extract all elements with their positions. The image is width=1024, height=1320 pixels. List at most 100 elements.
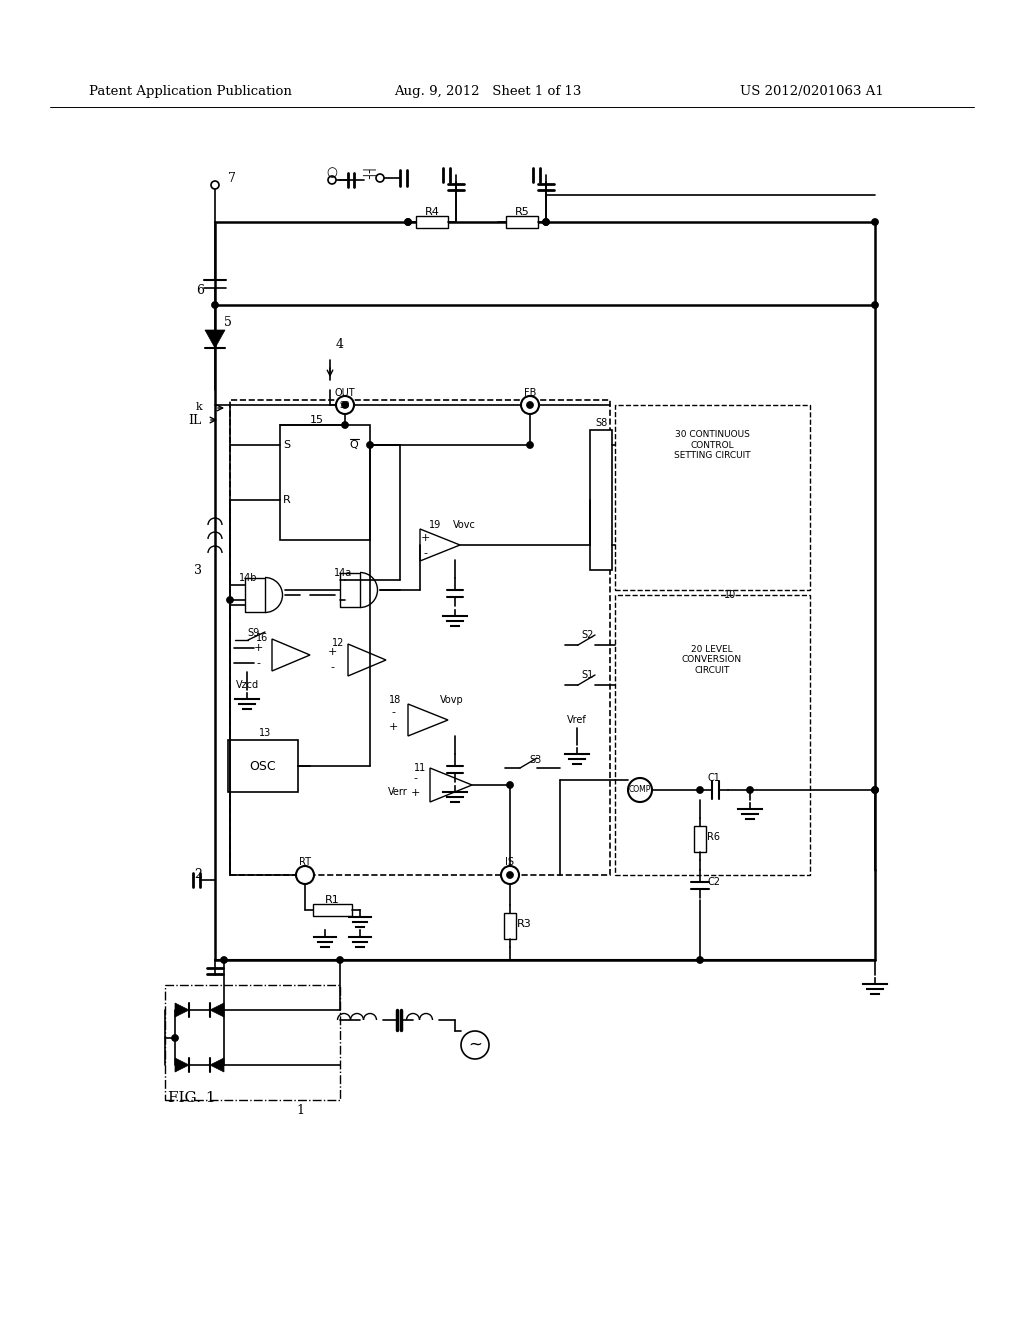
Bar <box>165 985 340 1100</box>
Text: IL: IL <box>188 413 202 426</box>
Bar <box>416 216 449 228</box>
Circle shape <box>521 396 539 414</box>
Circle shape <box>336 396 354 414</box>
Circle shape <box>696 957 703 964</box>
Circle shape <box>746 787 754 793</box>
Circle shape <box>367 441 374 449</box>
Text: S0: S0 <box>340 400 350 409</box>
Circle shape <box>507 781 513 788</box>
Bar <box>228 741 298 792</box>
Text: 15: 15 <box>310 414 324 425</box>
Text: 10: 10 <box>724 590 736 601</box>
Circle shape <box>628 777 652 803</box>
Text: 14a: 14a <box>334 568 352 578</box>
Circle shape <box>543 219 550 226</box>
Circle shape <box>871 787 879 793</box>
Text: 19: 19 <box>429 520 441 531</box>
Text: ┤┤: ┤┤ <box>365 165 378 178</box>
Circle shape <box>171 1035 178 1041</box>
Circle shape <box>220 957 227 964</box>
Text: -: - <box>330 663 334 672</box>
Text: Verr: Verr <box>388 787 408 797</box>
Text: Patent Application Publication: Patent Application Publication <box>88 84 292 98</box>
Polygon shape <box>175 1059 189 1072</box>
Text: S1: S1 <box>582 671 594 680</box>
Circle shape <box>212 301 218 309</box>
Text: ~: ~ <box>468 1036 482 1053</box>
Text: R1: R1 <box>325 895 339 906</box>
Circle shape <box>404 219 412 226</box>
Circle shape <box>871 787 879 793</box>
Text: S9: S9 <box>247 628 259 638</box>
Text: 7: 7 <box>228 172 236 185</box>
Bar <box>230 400 610 875</box>
Circle shape <box>337 957 343 964</box>
Text: US 2012/0201063 A1: US 2012/0201063 A1 <box>740 84 884 98</box>
Text: ○: ○ <box>327 166 338 180</box>
Text: 30 CONTINUOUS
CONTROL
SETTING CIRCUIT: 30 CONTINUOUS CONTROL SETTING CIRCUIT <box>674 430 751 459</box>
Text: OUT: OUT <box>335 388 355 399</box>
Text: R: R <box>283 495 291 506</box>
Bar <box>504 913 516 939</box>
Circle shape <box>211 181 219 189</box>
Bar <box>590 430 612 570</box>
Text: k: k <box>196 403 202 412</box>
Text: Vref: Vref <box>567 715 587 725</box>
Circle shape <box>871 301 879 309</box>
Text: R3: R3 <box>517 919 531 929</box>
Text: S8: S8 <box>595 418 607 428</box>
Text: COMP: COMP <box>629 785 651 795</box>
Text: 20 LEVEL
CONVERSION
CIRCUIT: 20 LEVEL CONVERSION CIRCUIT <box>682 645 742 675</box>
Bar <box>615 405 810 590</box>
Circle shape <box>376 174 384 182</box>
Circle shape <box>461 1031 489 1059</box>
Bar <box>280 425 370 540</box>
Text: S3: S3 <box>528 755 541 766</box>
Text: Q: Q <box>349 440 358 450</box>
Text: +: + <box>388 722 397 733</box>
Polygon shape <box>210 1003 224 1016</box>
Circle shape <box>696 787 703 793</box>
Text: R6: R6 <box>708 832 721 842</box>
Text: 5: 5 <box>224 317 232 330</box>
Text: +: + <box>411 788 420 799</box>
Circle shape <box>871 219 879 226</box>
Circle shape <box>341 401 348 408</box>
Text: RT: RT <box>299 857 311 867</box>
Text: 4: 4 <box>336 338 344 351</box>
Text: OSC: OSC <box>250 759 276 772</box>
Text: 12: 12 <box>332 638 344 648</box>
Text: 3: 3 <box>194 564 202 577</box>
Circle shape <box>526 401 534 408</box>
Text: +: + <box>420 533 430 543</box>
Circle shape <box>296 866 314 884</box>
Text: +: + <box>328 647 337 657</box>
Polygon shape <box>175 1003 189 1016</box>
Text: S2: S2 <box>582 630 594 640</box>
Text: FB: FB <box>524 388 537 399</box>
Text: 18: 18 <box>389 696 401 705</box>
Text: 1: 1 <box>296 1104 304 1117</box>
Polygon shape <box>210 1059 224 1072</box>
Circle shape <box>341 421 348 429</box>
Text: Vovp: Vovp <box>440 696 464 705</box>
Bar <box>615 595 810 875</box>
Bar <box>506 216 538 228</box>
Circle shape <box>507 871 513 879</box>
Text: -: - <box>391 708 395 717</box>
Text: Vzcd: Vzcd <box>236 680 259 690</box>
Text: Aug. 9, 2012   Sheet 1 of 13: Aug. 9, 2012 Sheet 1 of 13 <box>394 84 582 98</box>
Text: C2: C2 <box>708 876 721 887</box>
Text: IS: IS <box>506 857 514 867</box>
Text: C1: C1 <box>708 774 721 783</box>
Text: -: - <box>423 548 427 558</box>
Text: 11: 11 <box>414 763 426 774</box>
Text: FIG. 1: FIG. 1 <box>168 1092 216 1105</box>
Circle shape <box>543 219 550 226</box>
Text: 16: 16 <box>256 634 268 643</box>
Text: S: S <box>284 440 291 450</box>
Text: Vovc: Vovc <box>453 520 475 531</box>
Circle shape <box>328 176 336 183</box>
Text: -: - <box>413 774 417 783</box>
Text: +: + <box>253 643 263 653</box>
